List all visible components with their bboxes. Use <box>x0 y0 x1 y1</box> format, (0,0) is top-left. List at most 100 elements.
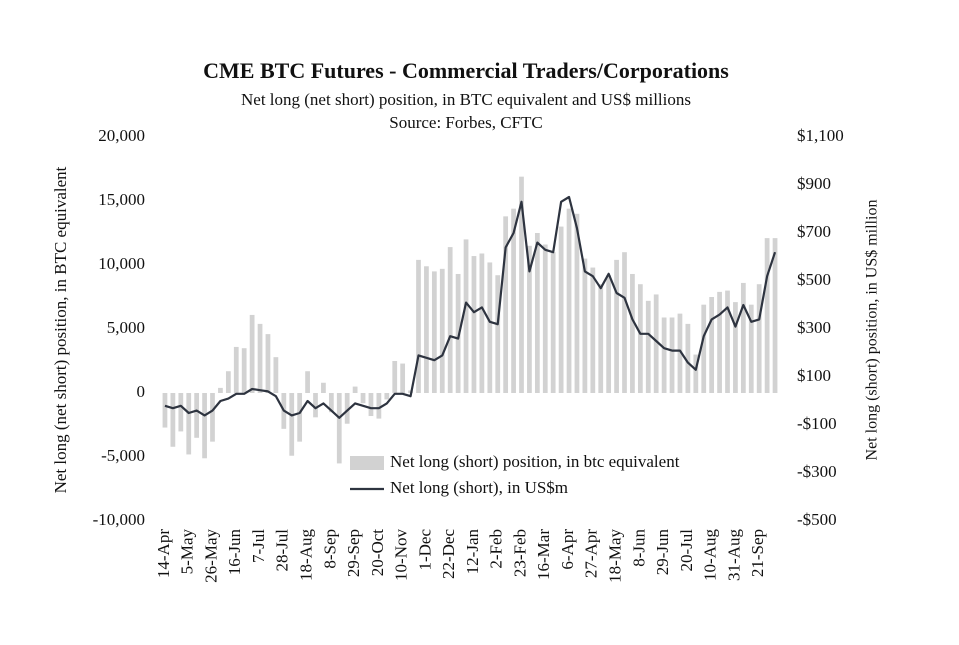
bar <box>218 387 223 393</box>
bar <box>566 208 572 393</box>
bar <box>439 268 445 393</box>
legend-swatch <box>350 456 384 470</box>
bar <box>225 371 231 393</box>
bar <box>360 393 366 404</box>
bar <box>487 262 493 393</box>
bar <box>582 258 588 393</box>
bar <box>725 290 730 393</box>
x-tick-label: 27-Apr <box>582 529 601 578</box>
x-tick-label: 29-Jun <box>653 529 672 576</box>
bar <box>693 354 699 393</box>
legend-label: Net long (short) position, in btc equiva… <box>390 452 680 471</box>
x-tick-label: 1-Dec <box>415 529 434 571</box>
bar <box>233 346 239 393</box>
x-tick-label: 28-Jul <box>273 529 292 572</box>
y2-tick-label: $300 <box>797 318 831 337</box>
x-tick-label: 16-Mar <box>534 529 553 580</box>
y2-tick-label: $500 <box>797 270 831 289</box>
bar <box>574 213 580 393</box>
bar <box>344 393 350 424</box>
y2-tick-label: -$100 <box>797 414 837 433</box>
x-tick-label: 20-Jul <box>677 529 696 572</box>
y-axis-title: Net long (net short) position, in BTC eq… <box>51 166 70 493</box>
bar <box>384 393 390 400</box>
x-tick-label: 6-Apr <box>558 529 577 570</box>
x-tick-label: 12-Jan <box>463 529 482 575</box>
bar <box>376 393 382 419</box>
x-tick-label: 8-Sep <box>320 529 339 569</box>
bar <box>542 244 548 393</box>
bar <box>756 284 762 393</box>
y2-tick-label: $1,100 <box>797 126 844 145</box>
bar <box>186 393 192 455</box>
chart-title: CME BTC Futures - Commercial Traders/Cor… <box>203 58 729 83</box>
bar <box>772 238 778 393</box>
bar <box>210 393 215 442</box>
bar <box>677 313 683 393</box>
bar <box>463 239 469 393</box>
bar <box>495 275 501 393</box>
bar <box>249 314 255 393</box>
bar <box>748 304 754 393</box>
x-tick-label: 26-May <box>201 529 220 583</box>
bar <box>503 216 509 393</box>
bar <box>297 393 303 442</box>
bar <box>550 252 556 393</box>
bar <box>534 233 540 393</box>
bar <box>637 284 643 393</box>
bar <box>178 393 184 432</box>
x-tick-label: 2-Feb <box>487 529 506 569</box>
x-tick-label: 10-Aug <box>701 529 720 581</box>
y-tick-label: 10,000 <box>98 254 145 273</box>
bar <box>400 363 406 393</box>
bar <box>614 259 619 393</box>
bar <box>653 294 659 393</box>
bar <box>511 208 516 393</box>
legend-label: Net long (short), in US$m <box>390 478 568 497</box>
bar <box>431 271 437 393</box>
bar <box>328 393 334 413</box>
bar <box>170 393 176 447</box>
x-tick-label: 20-Oct <box>368 529 387 576</box>
x-tick-label: 8-Jun <box>629 529 648 567</box>
x-tick-label: 21-Sep <box>748 529 767 577</box>
bar <box>709 297 715 393</box>
bar <box>479 253 485 393</box>
bar <box>257 323 263 393</box>
chart-source: Source: Forbes, CFTC <box>389 113 542 132</box>
bar <box>305 371 310 393</box>
bar <box>645 300 651 393</box>
bar <box>740 282 746 393</box>
bar <box>669 317 675 393</box>
bar <box>447 247 453 393</box>
bar <box>701 304 707 393</box>
bar <box>289 393 295 456</box>
bar <box>273 357 279 393</box>
x-tick-label: 29-Sep <box>344 529 363 577</box>
x-tick-label: 10-Nov <box>392 529 411 581</box>
line <box>164 195 777 419</box>
x-tick-label: 31-Aug <box>724 529 743 581</box>
bar <box>622 252 627 393</box>
bar <box>336 393 342 464</box>
bar <box>265 334 271 393</box>
y2-tick-label: -$300 <box>797 462 837 481</box>
y2-axis-title: Net long (short) position, in US$ millio… <box>864 200 881 461</box>
bar <box>352 386 358 393</box>
bar <box>661 317 667 393</box>
bar <box>717 291 722 393</box>
bar <box>519 176 524 393</box>
y2-tick-label: $700 <box>797 222 831 241</box>
y-tick-label: 5,000 <box>107 318 145 337</box>
bar <box>685 323 691 393</box>
bar <box>194 393 200 438</box>
bar <box>241 348 247 393</box>
x-tick-label: 23-Feb <box>510 529 529 577</box>
y2-tick-label: $900 <box>797 174 831 193</box>
y-tick-label: 0 <box>137 382 146 401</box>
bar <box>313 393 318 418</box>
bar <box>416 259 421 393</box>
bar <box>321 382 326 393</box>
y2-tick-label: -$500 <box>797 510 837 529</box>
